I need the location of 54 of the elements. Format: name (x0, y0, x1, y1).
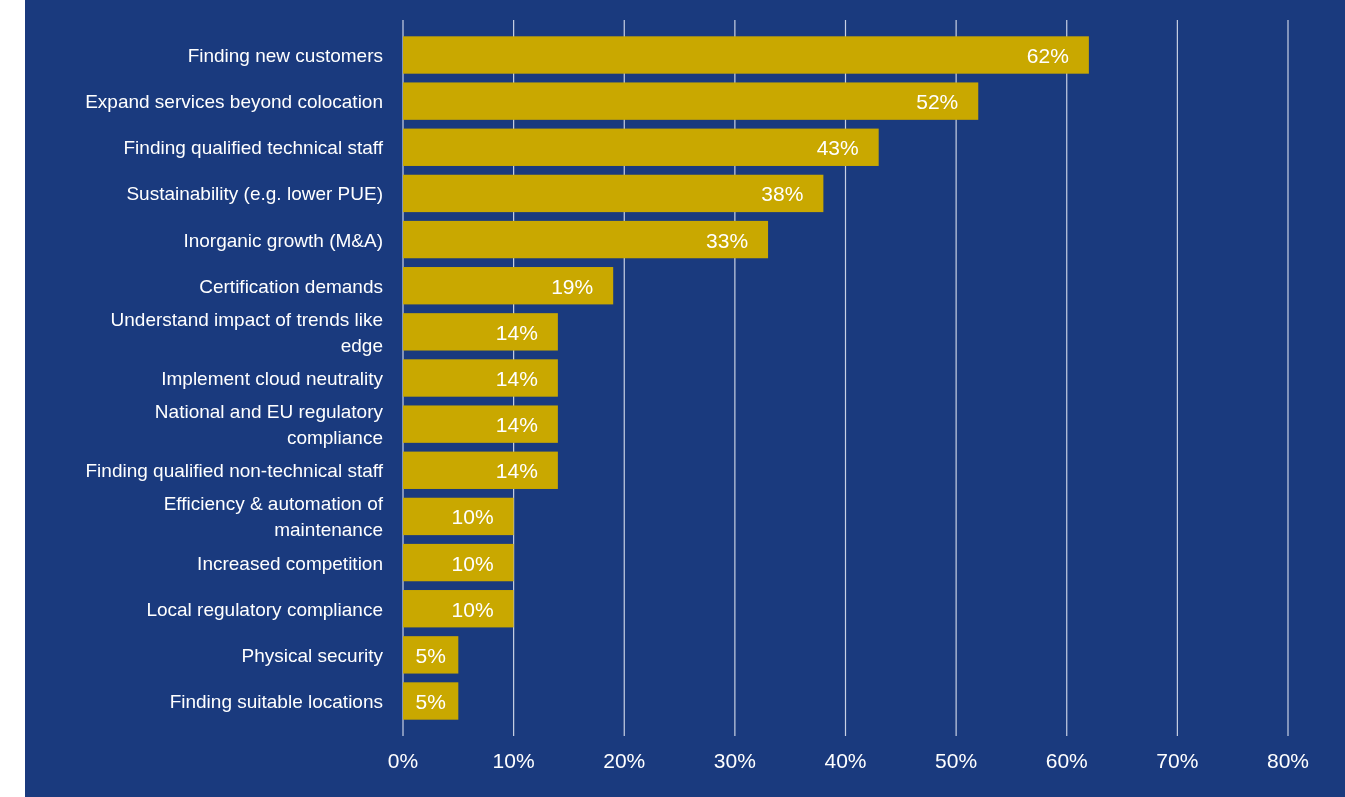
x-tick-label: 20% (603, 749, 646, 772)
y-tick-label: Expand services beyond colocation (85, 91, 383, 113)
data-label: 14% (495, 320, 538, 344)
x-tick-label: 40% (824, 749, 867, 772)
bar (403, 405, 558, 443)
x-tick-label: 60% (1045, 749, 1088, 772)
bar (403, 313, 558, 351)
x-tick-label: 0% (387, 749, 419, 772)
bar (403, 267, 614, 305)
bar (403, 682, 459, 720)
y-tick-label: Certification demands (199, 275, 383, 297)
bar (403, 497, 514, 536)
data-label: 10% (451, 597, 494, 621)
y-tick-label: Inorganic growth (M&A) (183, 229, 383, 251)
bar (403, 128, 879, 166)
data-label: 62% (1026, 44, 1069, 67)
data-label: 14% (495, 367, 538, 390)
data-label: 5% (415, 643, 446, 667)
x-tick-label: 10% (492, 749, 535, 772)
y-tick-label: Finding new customers (187, 45, 383, 66)
bar (403, 359, 558, 397)
y-tick-label: Local regulatory compliance (146, 598, 383, 620)
bar (403, 174, 824, 213)
y-tick-label: Understand impact of trends like edge (110, 308, 383, 356)
y-tick-label: Physical security (241, 644, 384, 666)
y-tick-label: National and EU regulatory compliance (154, 401, 384, 449)
x-tick-label: 70% (1156, 749, 1199, 772)
y-tick-label: Finding qualified technical staff (123, 137, 384, 159)
bar (403, 82, 979, 120)
data-label: 43% (816, 136, 859, 160)
data-label: 10% (451, 505, 494, 529)
bar (403, 220, 769, 259)
y-tick-label: Increased competition (197, 552, 383, 574)
y-tick-label: Implement cloud neutrality (161, 368, 384, 389)
y-tick-label: Finding qualified non-technical staff (85, 460, 384, 482)
data-label: 14% (495, 413, 538, 437)
y-tick-label: Efficiency & automation of maintenance (163, 493, 384, 541)
data-label: 14% (495, 459, 538, 483)
x-tick-label: 50% (935, 749, 978, 772)
data-label: 33% (706, 228, 749, 252)
bar (403, 543, 514, 582)
data-label: 19% (551, 274, 594, 298)
bar (403, 590, 514, 628)
data-label: 38% (761, 182, 804, 206)
bar (403, 36, 1089, 74)
y-tick-label: Finding suitable locations (169, 691, 383, 712)
bar (403, 451, 558, 489)
data-label: 5% (415, 690, 446, 713)
data-label: 10% (451, 551, 494, 575)
bar (403, 636, 459, 674)
y-tick-label: Sustainability (e.g. lower PUE) (126, 183, 383, 205)
x-tick-label: 30% (713, 749, 756, 772)
x-tick-label: 80% (1266, 749, 1310, 772)
data-label: 52% (916, 90, 959, 114)
